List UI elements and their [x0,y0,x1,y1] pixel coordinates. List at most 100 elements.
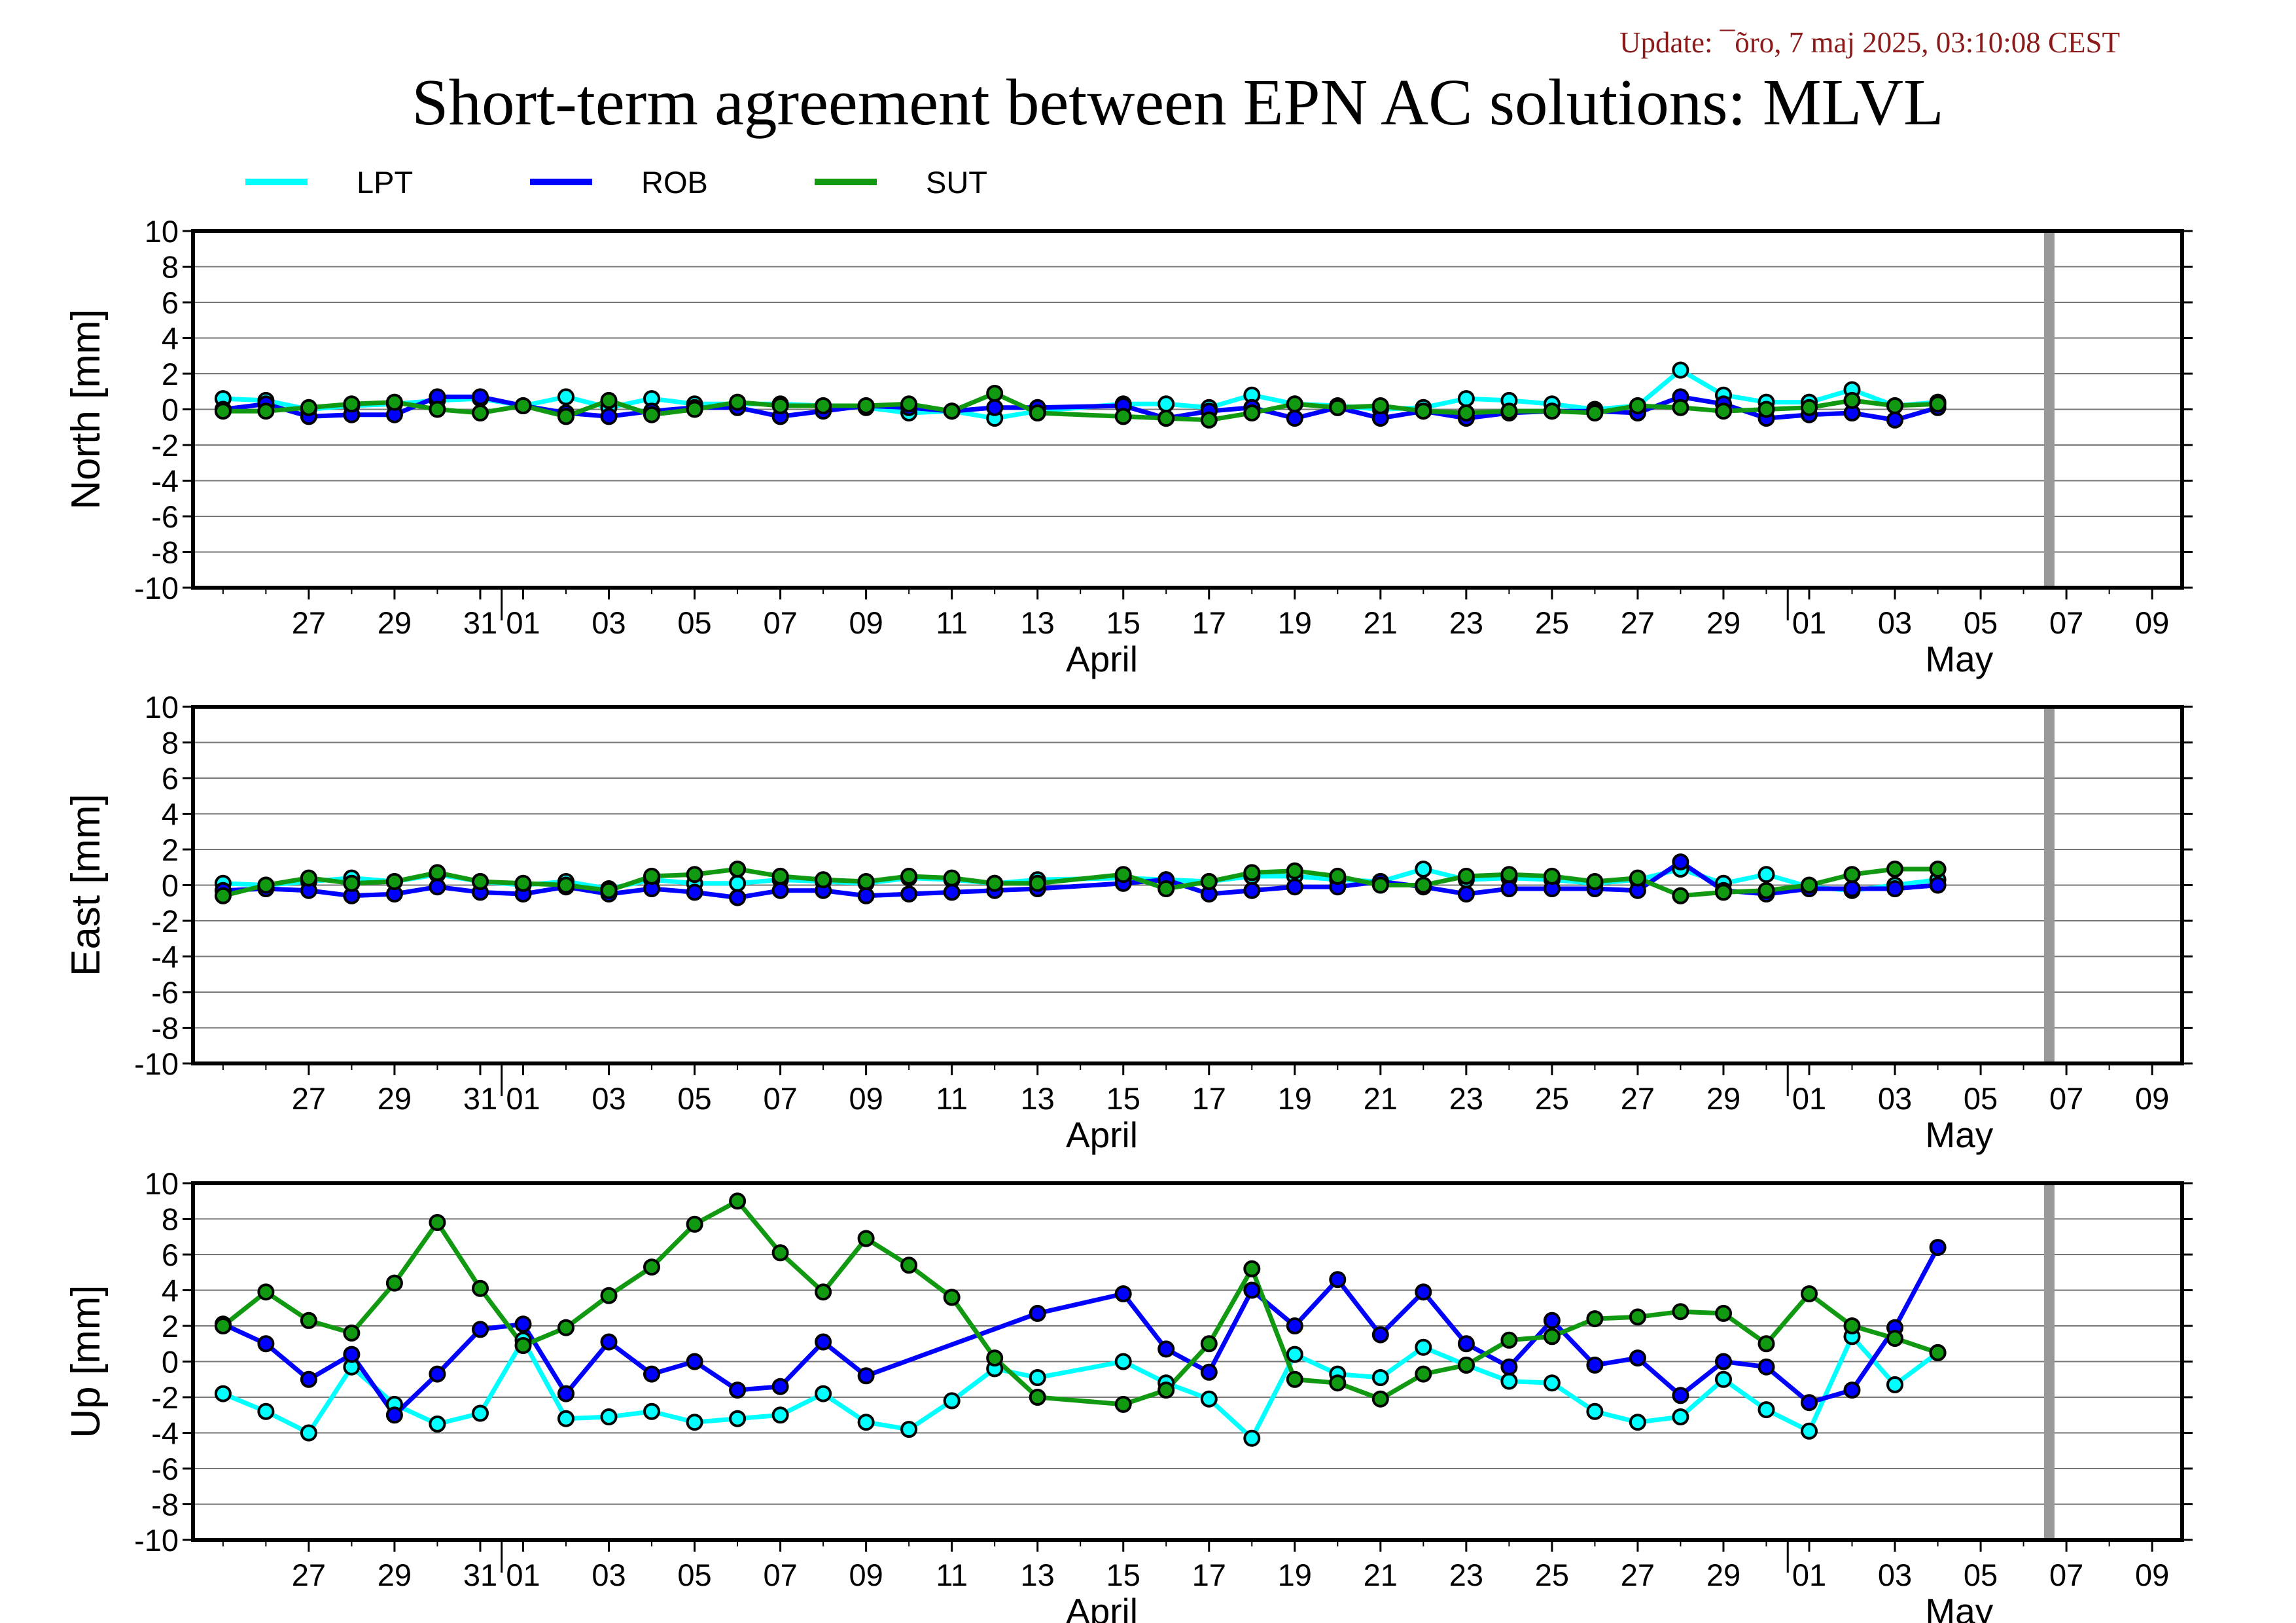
data-point-sut [1672,1303,1689,1321]
x-tick-label: 07 [763,1081,797,1116]
x-tick-label: 01 [506,605,540,640]
data-point-sut [1586,404,1604,421]
month-label: May [1925,639,1993,679]
data-point-sut [385,393,403,411]
x-tick-label: 23 [1449,605,1483,640]
data-point-sut [1371,397,1389,414]
data-point-sut [943,402,961,420]
current-date-marker [2043,1183,2055,1540]
x-tick-label: 01 [506,1081,540,1116]
data-point-sut [1543,1328,1561,1346]
data-point-rob [729,1382,747,1399]
data-point-lpt [1586,1402,1604,1420]
data-point-lpt [472,1404,489,1422]
month-label: April [1066,639,1138,679]
data-point-lpt [1886,1376,1903,1393]
data-point-sut [1286,395,1303,413]
y-tick-label: 10 [145,690,179,724]
x-tick-label: 23 [1449,1558,1483,1592]
data-point-lpt [1801,1422,1818,1440]
data-point-sut [300,399,317,416]
data-point-sut [943,1289,961,1306]
data-point-sut [600,882,618,899]
y-tick-label: -4 [151,940,179,974]
plot-frame [191,229,2184,590]
data-point-sut [1029,874,1046,892]
data-point-sut [900,395,918,413]
x-tick-label: 29 [1706,605,1740,640]
data-point-sut [1886,397,1903,414]
data-point-sut [643,1258,660,1276]
x-tick-label: 13 [1021,1558,1055,1592]
data-point-sut [686,1215,703,1233]
data-point-sut [429,1214,446,1231]
data-point-sut [557,1319,574,1336]
data-point-lpt [1371,1369,1389,1386]
y-tick-label: -8 [151,1488,179,1522]
data-point-sut [557,408,574,425]
data-point-sut [900,867,918,885]
data-point-sut [1371,876,1389,894]
x-tick-label: 07 [763,1558,797,1592]
data-point-lpt [557,388,574,406]
data-point-sut [857,873,875,890]
x-tick-label: 05 [677,1081,711,1116]
x-tick-label: 27 [292,1558,326,1592]
data-point-sut [343,874,361,892]
data-point-sut [429,401,446,418]
y-tick-label: -10 [134,1046,179,1081]
update-timestamp: Update: ¯õro, 7 maj 2025, 03:10:08 CEST [1619,26,2120,59]
data-point-rob [429,878,446,896]
data-point-sut [1114,408,1132,425]
series-line-lpt [222,1334,1939,1441]
data-point-lpt [943,1392,961,1410]
x-tick-label: 11 [936,1558,968,1592]
data-point-rob [815,1333,832,1351]
x-tick-label: 21 [1364,1558,1398,1592]
x-tick-label: 23 [1449,1081,1483,1116]
data-point-rob [643,1365,660,1383]
data-point-lpt [1500,1372,1518,1390]
data-point-sut [1886,861,1903,878]
month-label: April [1066,1591,1138,1623]
data-point-sut [1629,397,1646,414]
data-point-rob [600,1333,618,1351]
data-point-rob [1757,1358,1775,1376]
data-point-rob [1672,1387,1689,1404]
data-point-lpt [1629,1414,1646,1431]
data-point-lpt [1415,1338,1432,1356]
x-tick-label: 31 [463,1081,497,1116]
data-point-sut [472,404,489,421]
x-tick-label: 13 [1021,1081,1055,1116]
y-tick-label: 8 [162,250,179,285]
data-point-sut [986,385,1004,402]
data-point-sut [1457,404,1475,421]
x-tick-label: 03 [1878,1081,1912,1116]
x-tick-label: 05 [1964,1081,1998,1116]
y-axis-label: East [mm] [63,794,109,976]
legend-label-lpt: LPT [357,165,413,200]
data-point-sut [1500,1331,1518,1349]
x-tick-label: 09 [849,605,883,640]
data-point-rob [1157,1340,1175,1358]
x-tick-label: 03 [592,1081,626,1116]
y-tick-label: 6 [162,1238,179,1272]
data-point-rob [1543,1311,1561,1329]
data-point-sut [1629,869,1646,887]
data-point-sut [1500,866,1518,883]
data-point-rob [857,1367,875,1385]
data-point-lpt [729,874,747,892]
data-point-sut [1886,1330,1903,1347]
x-tick-label: 21 [1364,1081,1398,1116]
data-point-rob [300,1370,317,1388]
y-tick-label: 2 [162,1309,179,1344]
data-point-sut [986,874,1004,892]
x-tick-label: 15 [1106,605,1140,640]
data-point-sut [1543,402,1561,420]
data-point-sut [1243,1260,1261,1277]
data-point-sut [1415,876,1432,894]
data-point-sut [1157,410,1175,427]
data-point-lpt [1114,1353,1132,1370]
